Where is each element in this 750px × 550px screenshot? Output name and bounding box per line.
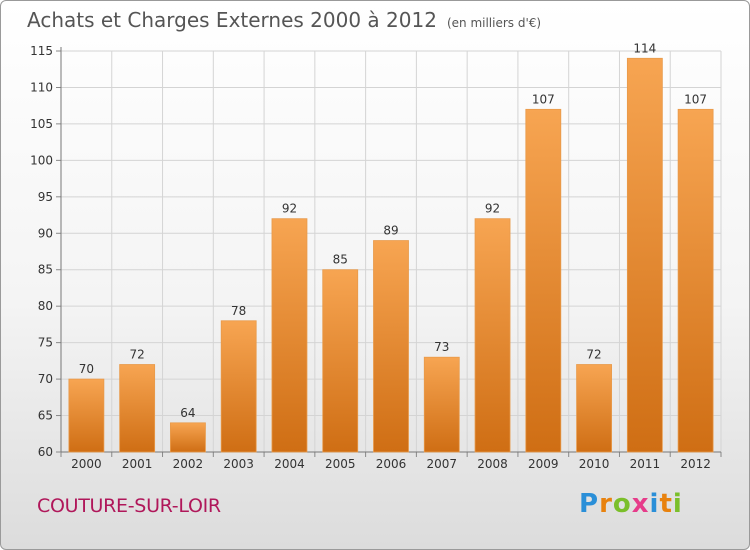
y-tick-label: 60 <box>38 445 53 459</box>
data-label-2012: 107 <box>684 92 707 106</box>
x-tick-label: 2012 <box>680 457 711 471</box>
chart-title: Achats et Charges Externes 2000 à 2012 (e… <box>27 8 541 32</box>
x-tick-label: 2003 <box>223 457 254 471</box>
x-tick-label: 2009 <box>528 457 559 471</box>
y-tick-label: 110 <box>30 80 53 94</box>
y-tick-label: 70 <box>38 372 53 386</box>
data-label-2011: 114 <box>633 41 656 55</box>
bar-2001 <box>119 364 156 453</box>
data-label-2007: 73 <box>434 340 449 354</box>
bar-2005 <box>322 269 359 453</box>
data-label-2009: 107 <box>532 92 555 106</box>
data-label-2002: 64 <box>180 406 195 420</box>
bar-2006 <box>373 240 409 453</box>
data-label-2005: 85 <box>333 253 348 267</box>
bar-2009 <box>525 108 562 453</box>
y-tick-label: 75 <box>38 336 53 350</box>
data-label-2004: 92 <box>282 202 297 216</box>
data-label-2008: 92 <box>485 202 500 216</box>
y-tick-label: 100 <box>30 153 53 167</box>
bar-2000 <box>68 378 105 453</box>
x-tick-label: 2001 <box>122 457 153 471</box>
x-tick-label: 2000 <box>71 457 102 471</box>
tick-labels: 60 65 70 75 80 85 90 95 100 105 110 115 2000 2001 2002… <box>30 44 711 471</box>
data-labels: 70 72 64 78 92 85 89 73 92 107 72 114 107 <box>79 41 707 420</box>
data-label-2000: 70 <box>79 362 94 376</box>
y-tick-label: 90 <box>38 226 53 240</box>
y-tick-label: 115 <box>30 44 53 58</box>
bar-2012 <box>677 108 714 453</box>
bar-2007 <box>423 356 460 453</box>
bar-2008 <box>474 218 511 453</box>
chart-title-text: Achats et Charges Externes 2000 à 2012 <box>27 8 437 32</box>
y-tick-label: 105 <box>30 117 53 131</box>
data-label-2003: 78 <box>231 304 246 318</box>
bar-2003 <box>220 320 257 453</box>
data-label-2001: 72 <box>130 348 145 362</box>
bar-2010 <box>576 364 612 453</box>
x-tick-label: 2002 <box>173 457 204 471</box>
data-label-2010: 72 <box>586 348 601 362</box>
y-tick-label: 85 <box>38 263 53 277</box>
bars <box>68 57 714 453</box>
x-tick-label: 2011 <box>630 457 661 471</box>
x-tick-label: 2008 <box>477 457 508 471</box>
bar-2004 <box>271 218 308 453</box>
y-tick-label: 65 <box>38 409 53 423</box>
chart-subtitle: (en milliers d'€) <box>446 16 542 30</box>
bar-2011 <box>626 57 663 453</box>
x-tick-label: 2006 <box>376 457 407 471</box>
proxiti-logo[interactable]: Proxiti <box>579 489 683 519</box>
x-tick-label: 2004 <box>274 457 305 471</box>
x-tick-label: 2007 <box>426 457 457 471</box>
y-tick-label: 95 <box>38 190 53 204</box>
y-tick-label: 80 <box>38 299 53 313</box>
town-name: COUTURE-SUR-LOIR <box>37 495 221 517</box>
data-label-2006: 89 <box>383 224 398 238</box>
x-tick-label: 2010 <box>579 457 610 471</box>
bar-2002 <box>170 422 206 453</box>
x-tick-label: 2005 <box>325 457 356 471</box>
